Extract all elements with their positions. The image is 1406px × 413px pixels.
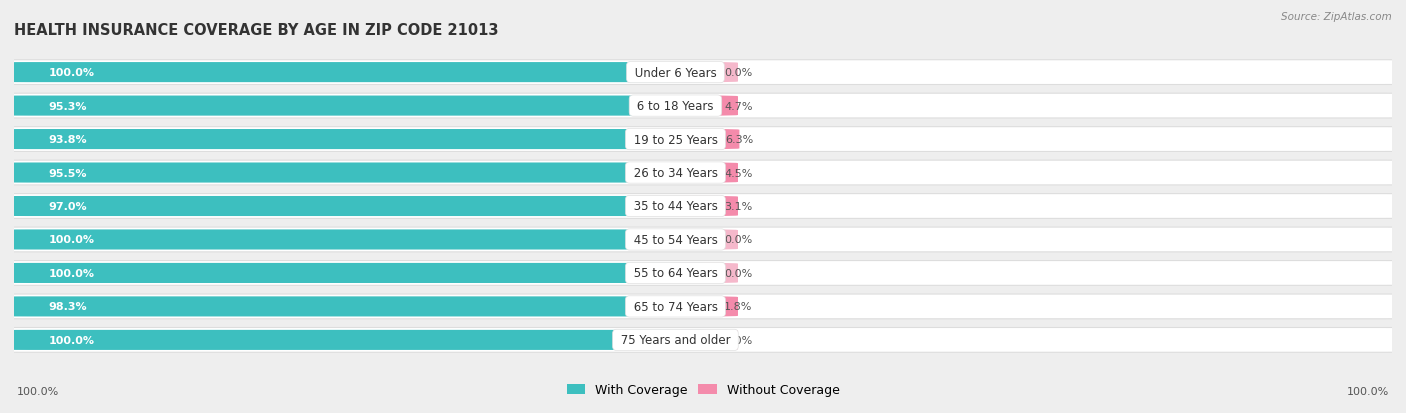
Text: 0.0%: 0.0% (724, 268, 752, 278)
FancyBboxPatch shape (0, 194, 1406, 219)
Text: 26 to 34 Years: 26 to 34 Years (630, 166, 721, 180)
FancyBboxPatch shape (0, 294, 1406, 319)
Text: 3.1%: 3.1% (724, 202, 752, 211)
Text: Under 6 Years: Under 6 Years (631, 66, 720, 79)
Text: 75 Years and older: 75 Years and older (617, 334, 734, 347)
FancyBboxPatch shape (0, 297, 706, 317)
Text: 100.0%: 100.0% (1347, 387, 1389, 396)
FancyBboxPatch shape (0, 328, 1406, 352)
Legend: With Coverage, Without Coverage: With Coverage, Without Coverage (561, 378, 845, 401)
FancyBboxPatch shape (0, 127, 1406, 152)
Text: 0.0%: 0.0% (724, 68, 752, 78)
FancyBboxPatch shape (0, 230, 717, 250)
FancyBboxPatch shape (655, 297, 738, 317)
FancyBboxPatch shape (655, 130, 740, 150)
Text: 45 to 54 Years: 45 to 54 Years (630, 233, 721, 247)
FancyBboxPatch shape (655, 263, 738, 283)
Text: 100.0%: 100.0% (48, 68, 94, 78)
FancyBboxPatch shape (0, 94, 1406, 119)
FancyBboxPatch shape (655, 63, 738, 83)
Text: 1.8%: 1.8% (724, 301, 752, 312)
Text: 100.0%: 100.0% (48, 335, 94, 345)
FancyBboxPatch shape (0, 130, 676, 150)
Text: 4.5%: 4.5% (724, 168, 752, 178)
FancyBboxPatch shape (0, 263, 717, 283)
Text: 97.0%: 97.0% (48, 202, 87, 211)
FancyBboxPatch shape (655, 96, 738, 116)
FancyBboxPatch shape (0, 228, 1406, 252)
Text: 6 to 18 Years: 6 to 18 Years (633, 100, 717, 113)
FancyBboxPatch shape (0, 161, 1406, 185)
Text: 100.0%: 100.0% (17, 387, 59, 396)
Text: 0.0%: 0.0% (724, 235, 752, 245)
Text: 55 to 64 Years: 55 to 64 Years (630, 267, 721, 280)
FancyBboxPatch shape (0, 163, 688, 183)
Text: 98.3%: 98.3% (48, 301, 87, 312)
FancyBboxPatch shape (655, 230, 738, 250)
FancyBboxPatch shape (0, 330, 717, 350)
Text: 95.3%: 95.3% (48, 101, 87, 112)
FancyBboxPatch shape (0, 61, 1406, 85)
Text: 19 to 25 Years: 19 to 25 Years (630, 133, 721, 146)
Text: 4.7%: 4.7% (724, 101, 752, 112)
Text: 0.0%: 0.0% (724, 335, 752, 345)
Text: 6.3%: 6.3% (725, 135, 754, 145)
FancyBboxPatch shape (0, 63, 717, 83)
FancyBboxPatch shape (655, 163, 738, 183)
Text: 100.0%: 100.0% (48, 268, 94, 278)
Text: Source: ZipAtlas.com: Source: ZipAtlas.com (1281, 12, 1392, 22)
Text: 93.8%: 93.8% (48, 135, 87, 145)
FancyBboxPatch shape (0, 261, 1406, 286)
FancyBboxPatch shape (655, 197, 738, 216)
Text: 65 to 74 Years: 65 to 74 Years (630, 300, 721, 313)
FancyBboxPatch shape (0, 96, 686, 116)
Text: 35 to 44 Years: 35 to 44 Years (630, 200, 721, 213)
FancyBboxPatch shape (0, 197, 697, 216)
Text: 95.5%: 95.5% (48, 168, 87, 178)
Text: HEALTH INSURANCE COVERAGE BY AGE IN ZIP CODE 21013: HEALTH INSURANCE COVERAGE BY AGE IN ZIP … (14, 23, 499, 38)
Text: 100.0%: 100.0% (48, 235, 94, 245)
FancyBboxPatch shape (655, 330, 738, 350)
